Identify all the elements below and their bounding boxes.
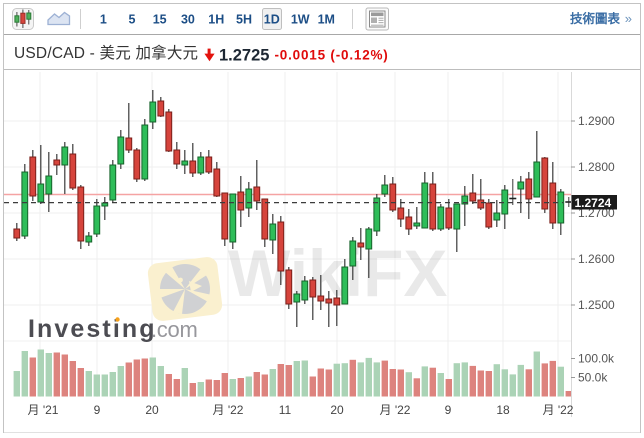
svg-text:月 '22: 月 '22	[213, 403, 244, 417]
svg-text:1H: 1H	[208, 13, 224, 27]
svg-text:1M: 1M	[318, 13, 335, 27]
svg-text:9: 9	[94, 403, 101, 417]
svg-text:-0.0015 (-0.12%): -0.0015 (-0.12%)	[275, 47, 389, 62]
svg-text:11: 11	[279, 403, 292, 417]
svg-text:5H: 5H	[236, 13, 252, 27]
svg-text:1.2725: 1.2725	[219, 47, 269, 65]
svg-text:技術圖表: 技術圖表	[570, 11, 621, 26]
svg-text:1.2800: 1.2800	[578, 160, 615, 174]
svg-text:5: 5	[129, 13, 136, 27]
svg-text:15: 15	[153, 13, 167, 27]
svg-text:20: 20	[330, 403, 344, 417]
svg-text:50.0k: 50.0k	[578, 371, 608, 385]
svg-text:USD/CAD - 美元 加拿大元: USD/CAD - 美元 加拿大元	[14, 43, 198, 62]
svg-text:月 '22: 月 '22	[380, 403, 411, 417]
svg-text:1.2724: 1.2724	[575, 196, 612, 210]
svg-text:18: 18	[496, 403, 510, 417]
svg-text:»: »	[625, 11, 632, 26]
svg-text:Investing: Investing	[28, 315, 157, 343]
svg-text:1: 1	[100, 13, 107, 27]
svg-text:.com: .com	[151, 317, 197, 342]
svg-text:30: 30	[181, 13, 195, 27]
svg-text:20: 20	[145, 403, 159, 417]
svg-text:1.2900: 1.2900	[578, 114, 615, 128]
svg-text:月 '21: 月 '21	[28, 403, 59, 417]
svg-text:1D: 1D	[264, 13, 280, 27]
svg-text:1.2600: 1.2600	[578, 252, 615, 266]
svg-text:100.0k: 100.0k	[578, 352, 615, 366]
svg-text:1W: 1W	[291, 13, 310, 27]
svg-text:9: 9	[445, 403, 452, 417]
svg-text:月 '22: 月 '22	[543, 403, 574, 417]
svg-text:1.2500: 1.2500	[578, 298, 615, 312]
